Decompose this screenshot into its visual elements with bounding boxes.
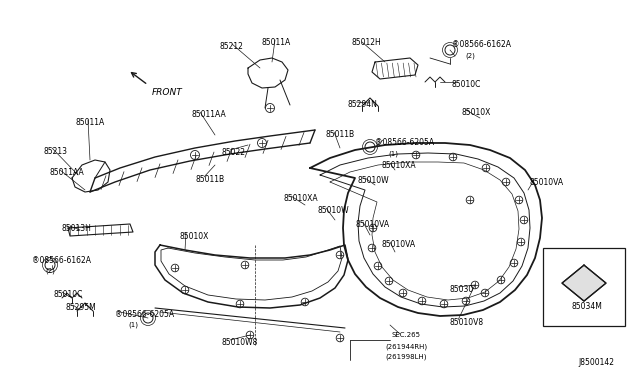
- Text: 85010W: 85010W: [357, 176, 388, 185]
- Text: 85295M: 85295M: [65, 303, 96, 312]
- Text: J8500142: J8500142: [578, 358, 614, 367]
- Text: 85010X: 85010X: [180, 232, 209, 241]
- Text: 85011AA: 85011AA: [192, 110, 227, 119]
- Text: 85010VA: 85010VA: [355, 220, 389, 229]
- Text: ®08566-6162A: ®08566-6162A: [452, 40, 511, 49]
- Text: 85011AA: 85011AA: [50, 168, 84, 177]
- Text: 85294N: 85294N: [348, 100, 378, 109]
- Text: 85213: 85213: [44, 147, 68, 156]
- Text: ®08566-6205A: ®08566-6205A: [375, 138, 434, 147]
- Text: 85011A: 85011A: [75, 118, 104, 127]
- Text: 85030: 85030: [450, 285, 474, 294]
- Text: ®08566-6205A: ®08566-6205A: [115, 310, 174, 319]
- Text: 85011B: 85011B: [326, 130, 355, 139]
- Polygon shape: [562, 265, 606, 301]
- Text: 85022: 85022: [222, 148, 246, 157]
- Text: ®08566-6162A: ®08566-6162A: [32, 256, 91, 265]
- Text: 85010W8: 85010W8: [222, 338, 259, 347]
- Text: 85010X: 85010X: [462, 108, 492, 117]
- Text: 85010XA: 85010XA: [283, 194, 317, 203]
- Text: (261998LH): (261998LH): [385, 354, 426, 360]
- Text: 85010XA: 85010XA: [382, 161, 417, 170]
- Text: 85010C: 85010C: [54, 290, 83, 299]
- Text: 85012H: 85012H: [352, 38, 381, 47]
- Text: FRONT: FRONT: [152, 88, 183, 97]
- Text: (2): (2): [45, 268, 55, 275]
- Text: (1): (1): [128, 322, 138, 328]
- Text: (1): (1): [388, 150, 398, 157]
- Text: 85010C: 85010C: [452, 80, 481, 89]
- Text: 85010VA: 85010VA: [530, 178, 564, 187]
- Text: 85011A: 85011A: [262, 38, 291, 47]
- Text: (261944RH): (261944RH): [385, 343, 427, 350]
- Text: (2): (2): [465, 52, 475, 58]
- Text: 85010VA: 85010VA: [382, 240, 416, 249]
- Text: 85010V8: 85010V8: [450, 318, 484, 327]
- Text: 85013H: 85013H: [62, 224, 92, 233]
- Text: 85034M: 85034M: [572, 302, 603, 311]
- Text: 85011B: 85011B: [196, 175, 225, 184]
- Text: 85010W: 85010W: [318, 206, 349, 215]
- FancyBboxPatch shape: [543, 248, 625, 326]
- Text: 85212: 85212: [220, 42, 244, 51]
- Text: SEC.265: SEC.265: [392, 332, 421, 338]
